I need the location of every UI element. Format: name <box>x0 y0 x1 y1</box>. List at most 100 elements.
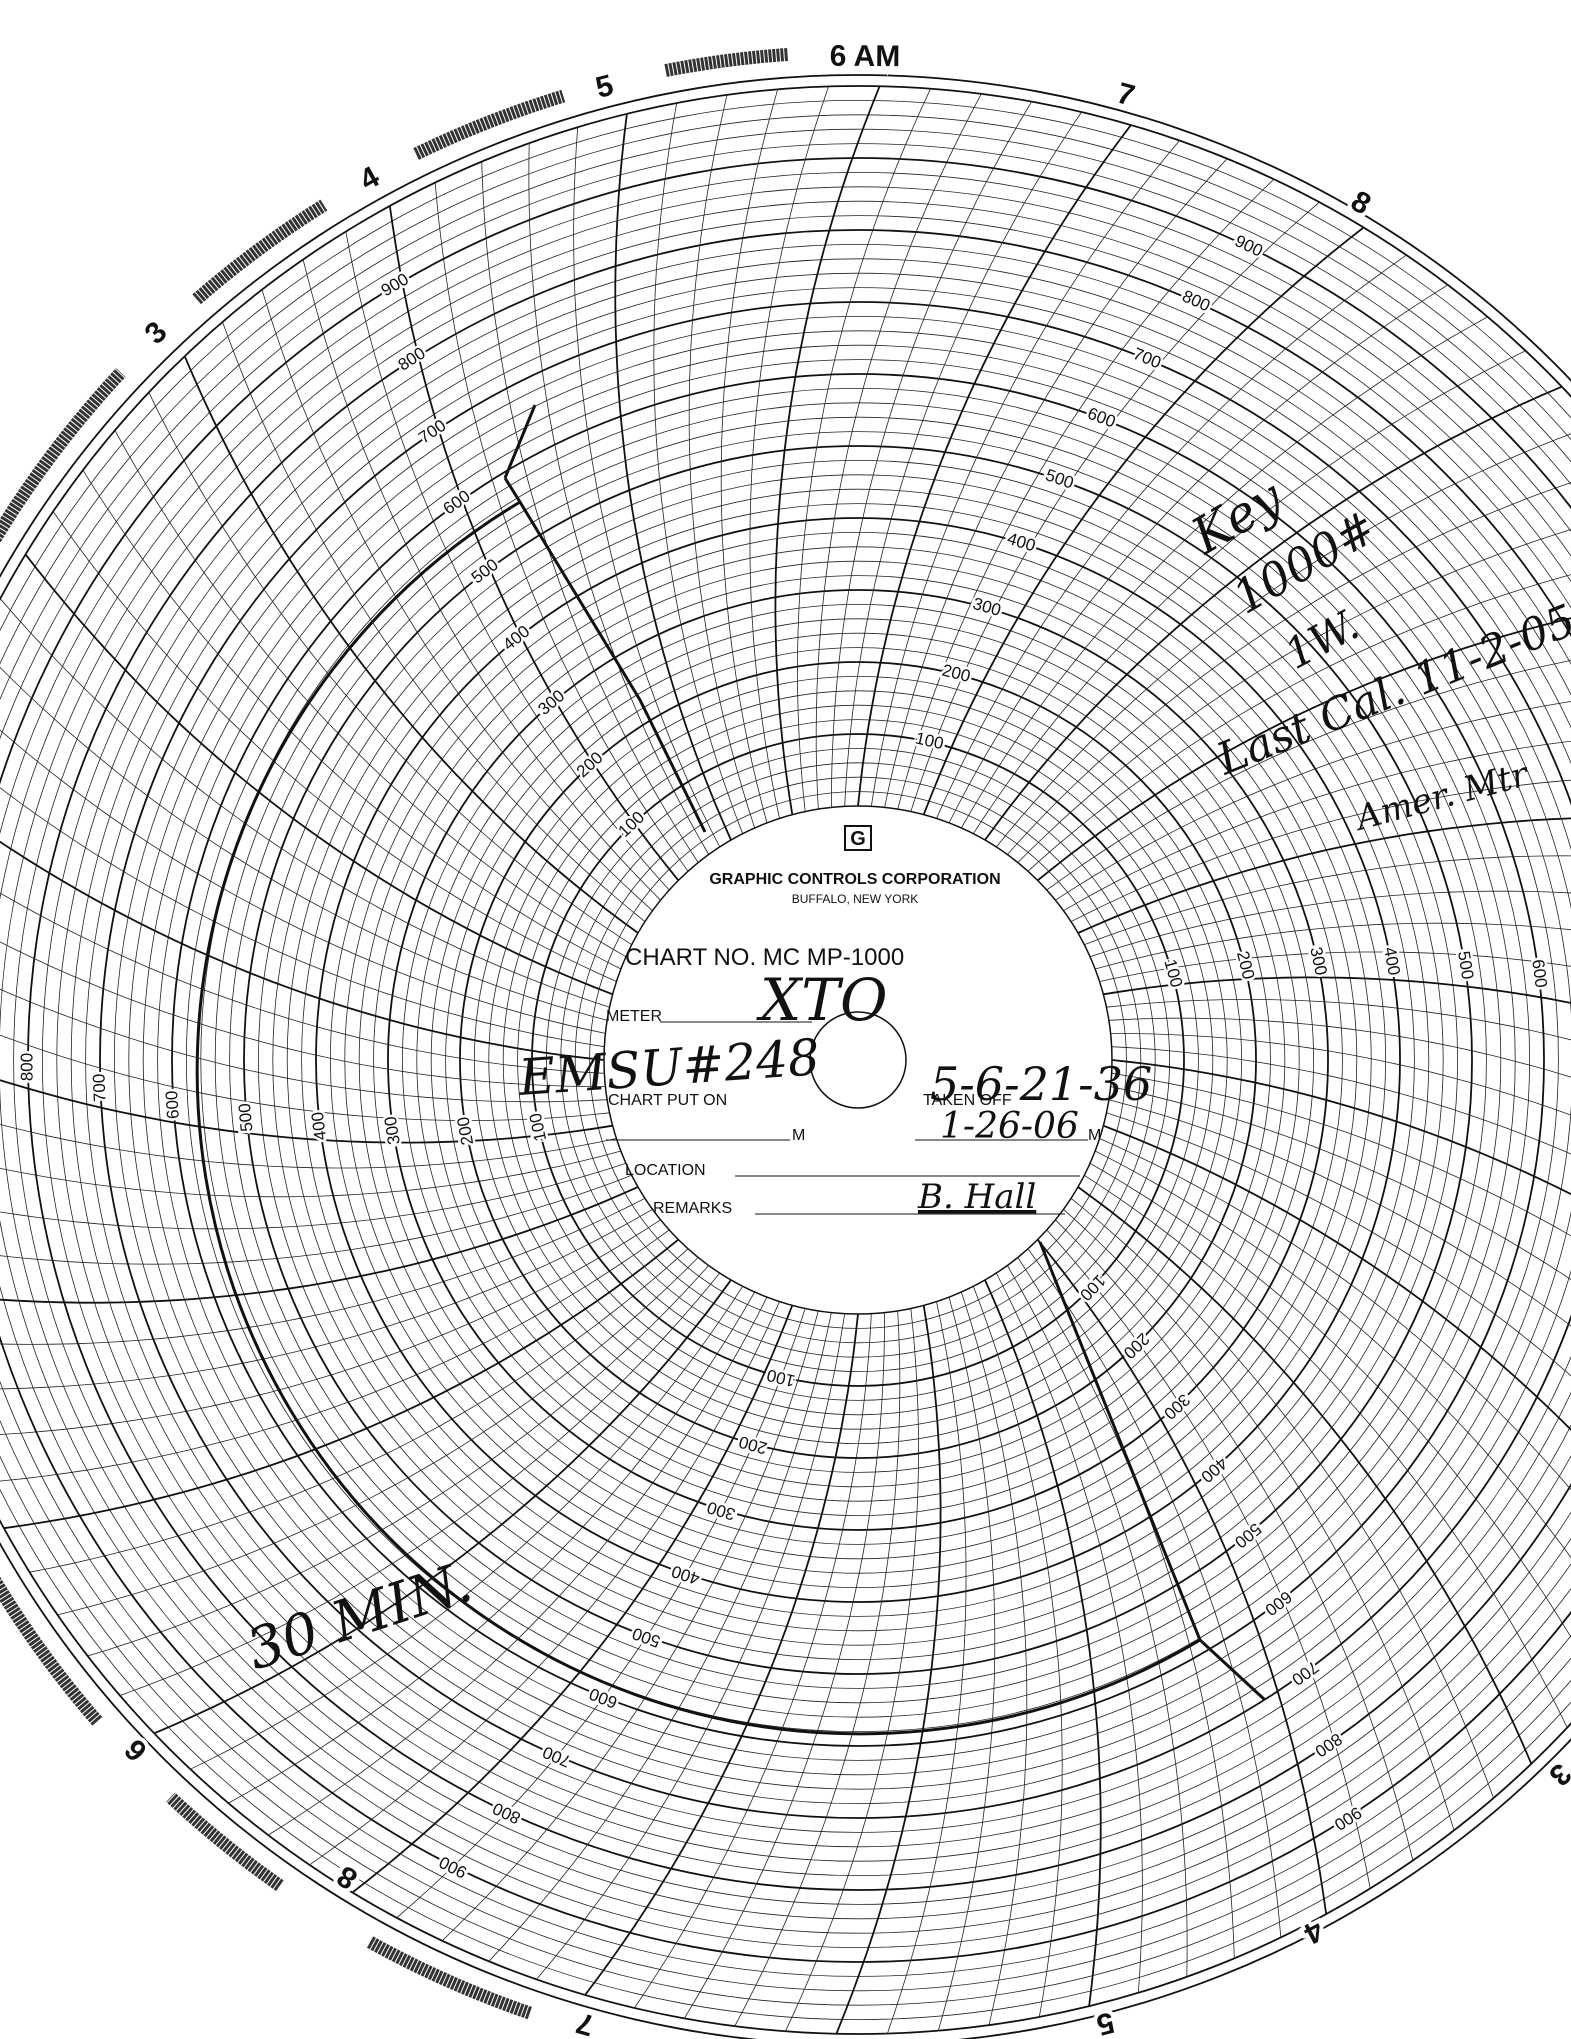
time-line <box>1111 1072 1571 1237</box>
time-line <box>1099 1138 1571 1491</box>
grid-circle <box>243 445 1473 1675</box>
grid-circle <box>229 431 1487 1689</box>
grid-circle <box>114 316 1571 1804</box>
time-line <box>148 392 632 946</box>
grid-circle <box>0 85 1571 2035</box>
time-line <box>261 289 653 911</box>
time-line <box>3 1238 679 1530</box>
time-line <box>972 1286 1063 2018</box>
time-line <box>267 1296 768 1836</box>
scale-label: 300 <box>381 1115 404 1146</box>
hour-bar <box>166 1792 284 1892</box>
time-line <box>995 433 1571 848</box>
grid-circle <box>0 172 1571 1948</box>
grid-circle <box>214 416 1502 1704</box>
grid-circle <box>157 359 1559 1761</box>
time-line <box>948 284 1449 824</box>
time-line <box>1108 1099 1571 1327</box>
company: GRAPHIC CONTROLS CORPORATION <box>709 871 1000 888</box>
grid-circle <box>0 100 1571 2020</box>
time-line <box>1106 999 1571 1041</box>
time-line <box>984 1279 1102 2007</box>
time-line <box>396 1308 806 1919</box>
time-line <box>1077 1186 1533 1765</box>
time-line <box>1108 1017 1571 1078</box>
time-line <box>774 85 881 815</box>
hour-bar <box>366 1935 532 2020</box>
grid-circle <box>344 546 1372 1574</box>
time-line <box>831 101 1033 808</box>
scale-label: 700 <box>89 1073 109 1102</box>
grid-circle <box>0 186 1571 1934</box>
time-line <box>0 787 605 1048</box>
time-line <box>302 259 661 901</box>
time-line <box>1027 574 1571 872</box>
time-line <box>972 350 1526 834</box>
grid-circle <box>416 618 1300 1502</box>
put-on-m: M <box>792 1127 805 1144</box>
chart-no: CHART NO. MC MP-1000 <box>625 944 904 971</box>
time-line <box>1099 951 1571 982</box>
time-line <box>0 1079 613 1144</box>
taken-off-label: TAKEN OFF <box>923 1092 1012 1109</box>
time-line <box>1110 1033 1571 1116</box>
time-line <box>785 1308 919 2032</box>
time-line <box>1046 660 1571 891</box>
time-line <box>1084 1174 1568 1728</box>
grid-circle <box>330 532 1386 1588</box>
time-line <box>52 511 617 982</box>
meter-label: METER <box>606 1008 662 1025</box>
time-line <box>1111 1046 1571 1155</box>
time-line <box>1055 1219 1414 1861</box>
time-line <box>87 1265 709 1657</box>
grid-circle <box>459 661 1257 1459</box>
time-line <box>29 1248 689 1573</box>
time-line <box>634 1313 872 2009</box>
hour-bar <box>664 47 789 77</box>
time-line <box>0 1162 627 1230</box>
grid-circle <box>387 589 1329 1531</box>
time-line <box>0 1123 617 1169</box>
scale-label: 500 <box>235 1102 257 1132</box>
time-line <box>584 1313 859 1996</box>
time-line <box>0 1174 632 1265</box>
time-line <box>835 1305 942 2035</box>
time-line <box>1055 701 1571 901</box>
time-line <box>815 93 982 810</box>
grid-circle <box>574 776 1142 1344</box>
time-line <box>153 1279 732 1735</box>
hour-bar <box>192 199 328 305</box>
grid-circle <box>373 575 1343 1545</box>
time-line <box>887 1301 967 2034</box>
time-line <box>0 1186 639 1304</box>
hour-bar <box>413 89 566 160</box>
time-line <box>1006 1265 1188 1977</box>
time-line <box>190 1286 744 1770</box>
hand-meter: XTO <box>756 966 888 1034</box>
grid <box>0 74 1571 2039</box>
time-line <box>345 231 670 891</box>
scale-label: 800 <box>17 1053 36 1082</box>
center-hole <box>809 1011 907 1109</box>
grid-circle <box>315 517 1401 1603</box>
time-line <box>0 666 608 1021</box>
time-line <box>1070 1197 1494 1799</box>
time-line <box>388 205 680 881</box>
logo-box <box>844 825 872 851</box>
time-line <box>0 840 605 1061</box>
time-line <box>481 161 699 863</box>
time-line <box>0 598 610 1008</box>
time-line <box>0 729 606 1034</box>
scale-label: 400 <box>308 1111 330 1141</box>
taken-off-m: M <box>1088 1127 1101 1144</box>
time-line <box>351 1304 794 1894</box>
time-line <box>1063 740 1571 912</box>
time-line <box>0 1219 661 1435</box>
time-line <box>1036 1239 1328 1915</box>
hand-well: 5-6-21-36 <box>930 1057 1152 1111</box>
scale-label: 600 <box>162 1090 183 1120</box>
grid-circle <box>200 402 1516 1718</box>
hour-bar <box>0 368 126 544</box>
time-line <box>984 385 1563 841</box>
